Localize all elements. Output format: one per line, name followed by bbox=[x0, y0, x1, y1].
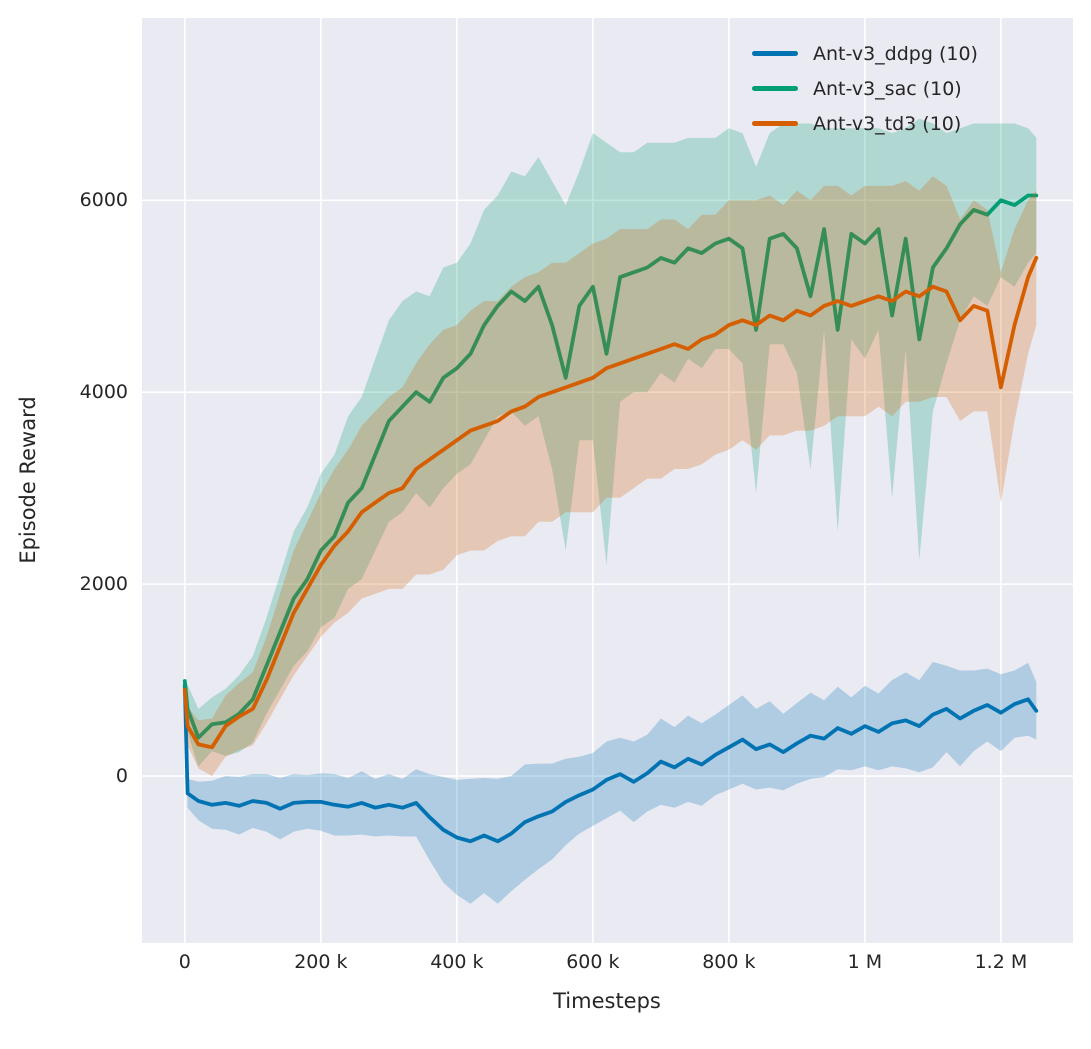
y-tick-4000: 4000 bbox=[79, 381, 128, 404]
legend-swatch-sac-icon bbox=[752, 86, 798, 91]
x-tick-600k: 600 k bbox=[566, 951, 620, 973]
y-axis-label: Episode Reward bbox=[16, 396, 40, 564]
x-tick-1m: 1 M bbox=[847, 951, 883, 973]
y-tick-6000: 6000 bbox=[79, 189, 128, 212]
legend-swatch-td3-icon bbox=[752, 121, 798, 126]
x-tick-200k: 200 k bbox=[294, 951, 348, 973]
x-tick-800k: 800 k bbox=[702, 951, 756, 973]
y-tick-2000: 2000 bbox=[79, 573, 128, 596]
x-axis-label: Timesteps bbox=[553, 989, 661, 1013]
x-tick-0: 0 bbox=[178, 951, 191, 973]
legend-item-ddpg: Ant-v3_ddpg (10) bbox=[752, 36, 978, 71]
legend-label-td3: Ant-v3_td3 (10) bbox=[813, 112, 962, 135]
x-tick-400k: 400 k bbox=[430, 951, 484, 973]
legend-item-sac: Ant-v3_sac (10) bbox=[752, 71, 978, 106]
x-tick-1-2m: 1.2 M bbox=[974, 951, 1028, 973]
y-tick-0: 0 bbox=[115, 765, 128, 788]
legend: Ant-v3_ddpg (10) Ant-v3_sac (10) Ant-v3_… bbox=[752, 36, 978, 141]
legend-label-sac: Ant-v3_sac (10) bbox=[813, 77, 962, 100]
legend-label-ddpg: Ant-v3_ddpg (10) bbox=[813, 42, 978, 65]
legend-item-td3: Ant-v3_td3 (10) bbox=[752, 106, 978, 141]
legend-swatch-ddpg-icon bbox=[752, 51, 798, 56]
